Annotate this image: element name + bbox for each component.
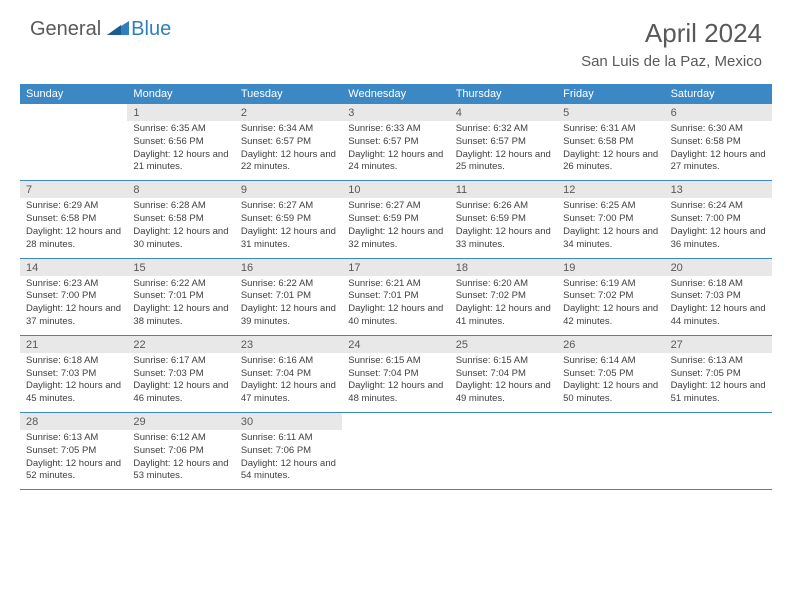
weekday-header-row: Sunday Monday Tuesday Wednesday Thursday…	[20, 84, 772, 104]
day-body	[20, 121, 127, 180]
day-body: Sunrise: 6:31 AM Sunset: 6:58 PM Dayligh…	[557, 121, 664, 180]
day-body: Sunrise: 6:23 AM Sunset: 7:00 PM Dayligh…	[20, 276, 127, 335]
day-number: 11	[450, 181, 557, 198]
day-body: Sunrise: 6:19 AM Sunset: 7:02 PM Dayligh…	[557, 276, 664, 335]
day-body: Sunrise: 6:13 AM Sunset: 7:05 PM Dayligh…	[20, 430, 127, 489]
day-body: Sunrise: 6:17 AM Sunset: 7:03 PM Dayligh…	[127, 353, 234, 412]
day-number: 20	[665, 259, 772, 276]
day-number: 8	[127, 181, 234, 198]
day-number: 23	[235, 336, 342, 353]
day-number: 7	[20, 181, 127, 198]
day-body: Sunrise: 6:11 AM Sunset: 7:06 PM Dayligh…	[235, 430, 342, 489]
logo-text-blue: Blue	[131, 18, 171, 41]
day-body: Sunrise: 6:13 AM Sunset: 7:05 PM Dayligh…	[665, 353, 772, 412]
day-body	[342, 430, 449, 489]
day-body	[450, 430, 557, 489]
calendar-week: 123456 Sunrise: 6:35 AM Sunset: 6:56 PM D…	[20, 104, 772, 181]
weekday-header: Monday	[127, 84, 234, 104]
day-body	[557, 430, 664, 489]
day-body: Sunrise: 6:29 AM Sunset: 6:58 PM Dayligh…	[20, 198, 127, 257]
day-number: 28	[20, 413, 127, 430]
day-number: 22	[127, 336, 234, 353]
logo-triangle-icon	[107, 19, 129, 40]
day-number: 14	[20, 259, 127, 276]
day-number	[20, 104, 127, 121]
day-number: 12	[557, 181, 664, 198]
day-number: 27	[665, 336, 772, 353]
page-header: General Blue April 2024 San Luis de la P…	[0, 0, 792, 78]
day-body: Sunrise: 6:27 AM Sunset: 6:59 PM Dayligh…	[235, 198, 342, 257]
day-body: Sunrise: 6:27 AM Sunset: 6:59 PM Dayligh…	[342, 198, 449, 257]
day-body: Sunrise: 6:32 AM Sunset: 6:57 PM Dayligh…	[450, 121, 557, 180]
day-body: Sunrise: 6:22 AM Sunset: 7:01 PM Dayligh…	[127, 276, 234, 335]
weekday-header: Saturday	[665, 84, 772, 104]
day-number: 4	[450, 104, 557, 121]
weekday-header: Friday	[557, 84, 664, 104]
day-body: Sunrise: 6:20 AM Sunset: 7:02 PM Dayligh…	[450, 276, 557, 335]
day-number	[342, 413, 449, 430]
day-number	[665, 413, 772, 430]
day-body: Sunrise: 6:33 AM Sunset: 6:57 PM Dayligh…	[342, 121, 449, 180]
day-number: 19	[557, 259, 664, 276]
calendar-week: 282930 Sunrise: 6:13 AM Sunset: 7:05 PM D…	[20, 413, 772, 490]
day-number: 3	[342, 104, 449, 121]
day-body: Sunrise: 6:24 AM Sunset: 7:00 PM Dayligh…	[665, 198, 772, 257]
day-body: Sunrise: 6:26 AM Sunset: 6:59 PM Dayligh…	[450, 198, 557, 257]
logo: General Blue	[30, 18, 171, 41]
day-number	[557, 413, 664, 430]
day-number: 29	[127, 413, 234, 430]
day-body: Sunrise: 6:22 AM Sunset: 7:01 PM Dayligh…	[235, 276, 342, 335]
day-number: 16	[235, 259, 342, 276]
day-body	[665, 430, 772, 489]
day-number: 24	[342, 336, 449, 353]
day-body: Sunrise: 6:35 AM Sunset: 6:56 PM Dayligh…	[127, 121, 234, 180]
day-number: 5	[557, 104, 664, 121]
month-title: April 2024	[581, 18, 762, 49]
day-body: Sunrise: 6:14 AM Sunset: 7:05 PM Dayligh…	[557, 353, 664, 412]
logo-text-general: General	[30, 18, 101, 41]
day-body: Sunrise: 6:15 AM Sunset: 7:04 PM Dayligh…	[450, 353, 557, 412]
day-body: Sunrise: 6:21 AM Sunset: 7:01 PM Dayligh…	[342, 276, 449, 335]
day-number: 25	[450, 336, 557, 353]
day-body: Sunrise: 6:16 AM Sunset: 7:04 PM Dayligh…	[235, 353, 342, 412]
calendar: Sunday Monday Tuesday Wednesday Thursday…	[20, 84, 772, 490]
day-body: Sunrise: 6:30 AM Sunset: 6:58 PM Dayligh…	[665, 121, 772, 180]
title-block: April 2024 San Luis de la Paz, Mexico	[581, 18, 762, 70]
day-number: 10	[342, 181, 449, 198]
day-body: Sunrise: 6:18 AM Sunset: 7:03 PM Dayligh…	[665, 276, 772, 335]
day-number: 18	[450, 259, 557, 276]
day-number	[450, 413, 557, 430]
calendar-week: 14151617181920 Sunrise: 6:23 AM Sunset: 7…	[20, 259, 772, 336]
day-number: 13	[665, 181, 772, 198]
weekday-header: Sunday	[20, 84, 127, 104]
day-body: Sunrise: 6:25 AM Sunset: 7:00 PM Dayligh…	[557, 198, 664, 257]
day-number: 15	[127, 259, 234, 276]
day-number: 26	[557, 336, 664, 353]
weekday-header: Wednesday	[342, 84, 449, 104]
day-body: Sunrise: 6:12 AM Sunset: 7:06 PM Dayligh…	[127, 430, 234, 489]
location-subtitle: San Luis de la Paz, Mexico	[581, 53, 762, 70]
calendar-week: 21222324252627 Sunrise: 6:18 AM Sunset: 7…	[20, 336, 772, 413]
day-body: Sunrise: 6:34 AM Sunset: 6:57 PM Dayligh…	[235, 121, 342, 180]
day-body: Sunrise: 6:18 AM Sunset: 7:03 PM Dayligh…	[20, 353, 127, 412]
day-number: 9	[235, 181, 342, 198]
day-number: 17	[342, 259, 449, 276]
day-number: 21	[20, 336, 127, 353]
day-number: 30	[235, 413, 342, 430]
weeks-container: 123456Sunrise: 6:35 AM Sunset: 6:56 PM D…	[20, 104, 772, 490]
weekday-header: Thursday	[450, 84, 557, 104]
calendar-week: 78910111213 Sunrise: 6:29 AM Sunset: 6:58…	[20, 181, 772, 258]
weekday-header: Tuesday	[235, 84, 342, 104]
day-number: 2	[235, 104, 342, 121]
day-number: 6	[665, 104, 772, 121]
day-number: 1	[127, 104, 234, 121]
day-body: Sunrise: 6:28 AM Sunset: 6:58 PM Dayligh…	[127, 198, 234, 257]
day-body: Sunrise: 6:15 AM Sunset: 7:04 PM Dayligh…	[342, 353, 449, 412]
